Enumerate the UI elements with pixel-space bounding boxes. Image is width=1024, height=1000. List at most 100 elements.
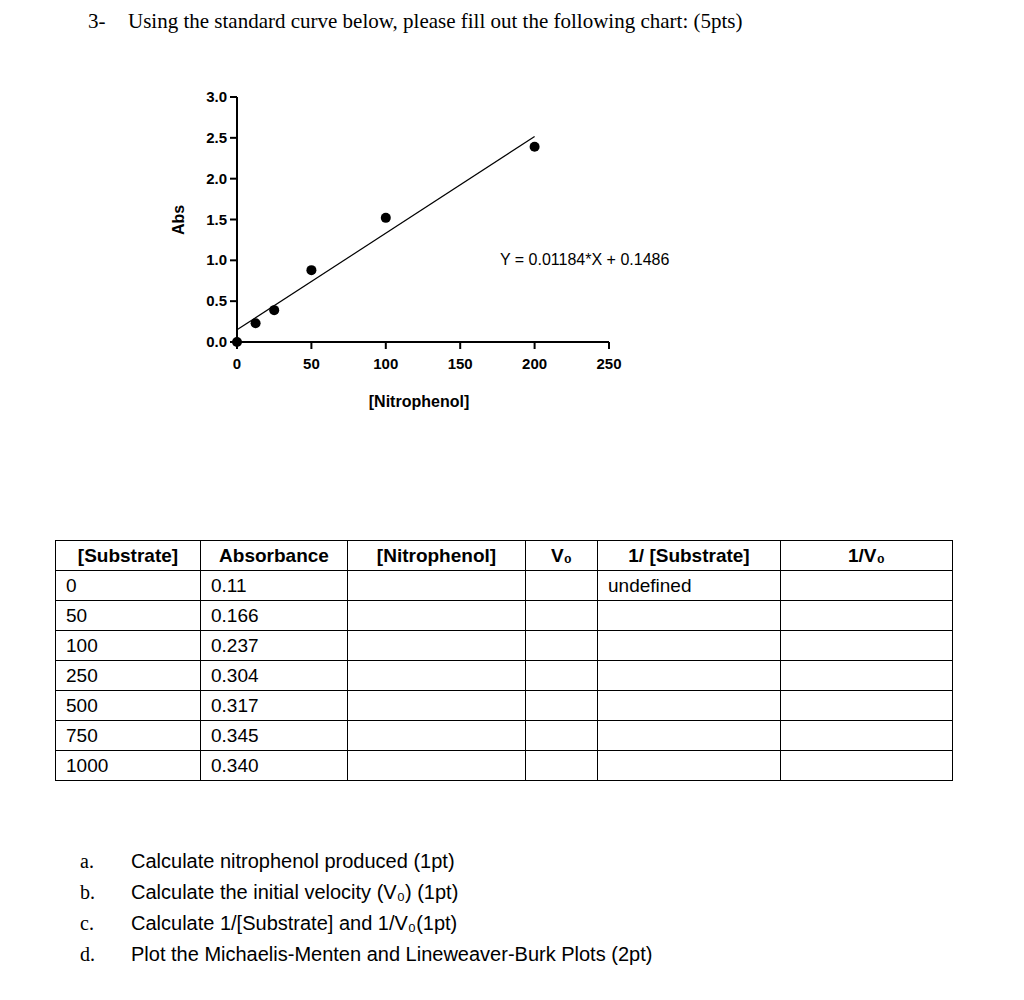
table-cell (348, 661, 526, 691)
table-cell: 0.304 (201, 661, 348, 691)
table-cell: 0.11 (201, 571, 348, 601)
table-cell (781, 751, 953, 781)
table-cell: 750 (56, 721, 201, 751)
y-tick (230, 300, 237, 302)
table-row: 1000.237 (56, 631, 953, 661)
x-tick (608, 342, 610, 349)
standard-curve-chart: 0 50 100 150 200 250 0.0 0.5 1.0 1.5 2.0 2.5 3.0 [Nit… (0, 0, 1024, 430)
table-cell (348, 631, 526, 661)
table-cell: 500 (56, 691, 201, 721)
table-cell (526, 691, 598, 721)
table-cell (598, 601, 781, 631)
x-tick (534, 342, 536, 349)
header-cell: [Substrate] (56, 541, 201, 571)
x-axis (237, 341, 609, 343)
data-point (530, 142, 540, 152)
y-tick (230, 259, 237, 261)
x-tick (459, 342, 461, 349)
table-cell: 0.340 (201, 751, 348, 781)
table-cell: 0.166 (201, 601, 348, 631)
x-tick-label: 0 (233, 355, 241, 372)
question-text: Using the standard curve below, please f… (128, 9, 742, 34)
table-cell (781, 631, 953, 661)
y-axis-label: Abs (170, 205, 187, 235)
y-tick (230, 219, 237, 221)
y-tick (230, 96, 237, 98)
y-tick-label: 3.0 (206, 88, 227, 105)
y-tick-label: 1.0 (206, 251, 227, 268)
task-label: a. (80, 850, 94, 873)
table-cell (526, 631, 598, 661)
table-row: 00.11 undefined (56, 571, 953, 601)
table-row: 500.166 (56, 601, 953, 631)
y-tick-label: 2.0 (206, 170, 227, 187)
table-cell (598, 691, 781, 721)
task-text: Calculate the initial velocity (V₀) (1pt… (131, 881, 458, 904)
task-label: b. (80, 881, 95, 904)
table-cell: 50 (56, 601, 201, 631)
y-tick-label: 1.5 (206, 211, 227, 228)
table-row: 7500.345 (56, 721, 953, 751)
table-cell (526, 751, 598, 781)
table-cell: 0.345 (201, 721, 348, 751)
data-point (269, 305, 279, 315)
table-cell (781, 661, 953, 691)
header-cell: 1/V₀ (781, 541, 953, 571)
table-cell: 0 (56, 571, 201, 601)
table-cell (598, 751, 781, 781)
table-cell (348, 571, 526, 601)
data-point (306, 265, 316, 275)
plot-area (232, 136, 540, 347)
y-tick-label: 0.0 (206, 333, 227, 350)
table-cell: 100 (56, 631, 201, 661)
table-cell: 1000 (56, 751, 201, 781)
x-axis-label: [Nitrophenol] (369, 393, 469, 410)
y-tick-label: 2.5 (206, 129, 227, 146)
table-cell (781, 571, 953, 601)
table-cell (348, 721, 526, 751)
table-cell (526, 661, 598, 691)
table-row: 5000.317 (56, 691, 953, 721)
task-text: Calculate 1/[Substrate] and 1/V₀(1pt) (131, 912, 457, 935)
x-tick (385, 342, 387, 349)
y-tick (230, 137, 237, 139)
table-cell (598, 661, 781, 691)
table-cell (781, 601, 953, 631)
table-cell: 0.237 (201, 631, 348, 661)
table-cell (348, 601, 526, 631)
task-text: Plot the Michaelis-Menten and Lineweaver… (131, 943, 652, 966)
header-cell: 1/ [Substrate] (598, 541, 781, 571)
table-cell: undefined (598, 571, 781, 601)
header-cell: [Nitrophenol] (348, 541, 526, 571)
data-point (232, 337, 242, 347)
header-cell: V₀ (526, 541, 598, 571)
x-tick-label: 150 (448, 355, 473, 372)
data-point (381, 213, 391, 223)
task-text: Calculate nitrophenol produced (1pt) (131, 850, 455, 873)
table-cell (348, 751, 526, 781)
y-tick-label: 0.5 (206, 292, 227, 309)
x-tick (310, 342, 312, 349)
task-label: d. (80, 943, 95, 966)
table-cell: 0.317 (201, 691, 348, 721)
table-cell (348, 691, 526, 721)
task-label: c. (80, 912, 94, 935)
table-cell: 250 (56, 661, 201, 691)
data-table: [Substrate]Absorbance[Nitrophenol]V₀1/ [… (55, 540, 953, 781)
question-number: 3- (88, 9, 106, 34)
table-cell (598, 721, 781, 751)
x-tick-label: 100 (373, 355, 398, 372)
header-cell: Absorbance (201, 541, 348, 571)
table-row: 10000.340 (56, 751, 953, 781)
header-row: [Substrate]Absorbance[Nitrophenol]V₀1/ [… (56, 541, 953, 571)
table-row: 2500.304 (56, 661, 953, 691)
x-tick-label: 50 (303, 355, 320, 372)
x-tick-label: 200 (522, 355, 547, 372)
table-cell (598, 631, 781, 661)
data-point (251, 318, 261, 328)
table-cell (526, 721, 598, 751)
table-cell (526, 601, 598, 631)
table-cell (781, 691, 953, 721)
table-cell (526, 571, 598, 601)
x-tick-label: 250 (596, 355, 621, 372)
